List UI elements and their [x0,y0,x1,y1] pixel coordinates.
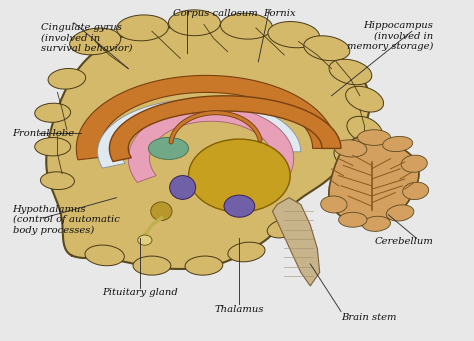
Ellipse shape [267,219,301,238]
Polygon shape [109,96,341,162]
Text: Pituitary gland: Pituitary gland [102,288,178,297]
Ellipse shape [185,256,223,275]
Ellipse shape [401,155,427,172]
Text: Cerebellum: Cerebellum [374,237,433,246]
Ellipse shape [170,176,196,199]
Ellipse shape [383,136,413,152]
Polygon shape [98,99,301,168]
Ellipse shape [347,116,383,143]
Text: Cingulate gyrus
(involved in
survival behavior): Cingulate gyrus (involved in survival be… [41,23,132,53]
Text: Thalamus: Thalamus [215,305,264,314]
Ellipse shape [334,140,367,157]
Ellipse shape [85,245,124,266]
Ellipse shape [329,59,372,85]
Text: Brain stem: Brain stem [341,313,396,322]
Ellipse shape [357,130,391,145]
Ellipse shape [148,137,189,160]
Text: Corpus callosum: Corpus callosum [173,9,258,18]
Polygon shape [128,106,294,182]
Polygon shape [273,198,319,286]
Ellipse shape [334,144,367,170]
Ellipse shape [338,212,367,227]
Ellipse shape [40,172,74,190]
Ellipse shape [304,36,350,61]
Text: Hypothalamus
(control of automatic
body processes): Hypothalamus (control of automatic body … [12,205,119,235]
Ellipse shape [35,103,71,122]
Ellipse shape [321,196,347,213]
Ellipse shape [189,139,290,212]
Text: Hippocampus
(involved in
memory storage): Hippocampus (involved in memory storage) [347,21,433,51]
Ellipse shape [346,86,383,112]
Ellipse shape [168,10,220,36]
Ellipse shape [224,195,255,217]
Ellipse shape [386,205,414,221]
Polygon shape [76,75,336,160]
Ellipse shape [133,256,171,275]
Polygon shape [329,136,419,226]
Text: Frontal lobe: Frontal lobe [12,129,74,138]
Ellipse shape [362,216,391,232]
Ellipse shape [151,202,172,221]
Polygon shape [46,25,370,269]
Ellipse shape [268,21,319,48]
Ellipse shape [35,137,71,156]
Ellipse shape [220,13,273,39]
Ellipse shape [138,235,152,245]
Ellipse shape [70,28,121,55]
Ellipse shape [117,15,168,41]
Ellipse shape [48,69,86,89]
Ellipse shape [402,182,428,199]
Ellipse shape [228,242,265,262]
Text: Fornix: Fornix [263,9,296,18]
